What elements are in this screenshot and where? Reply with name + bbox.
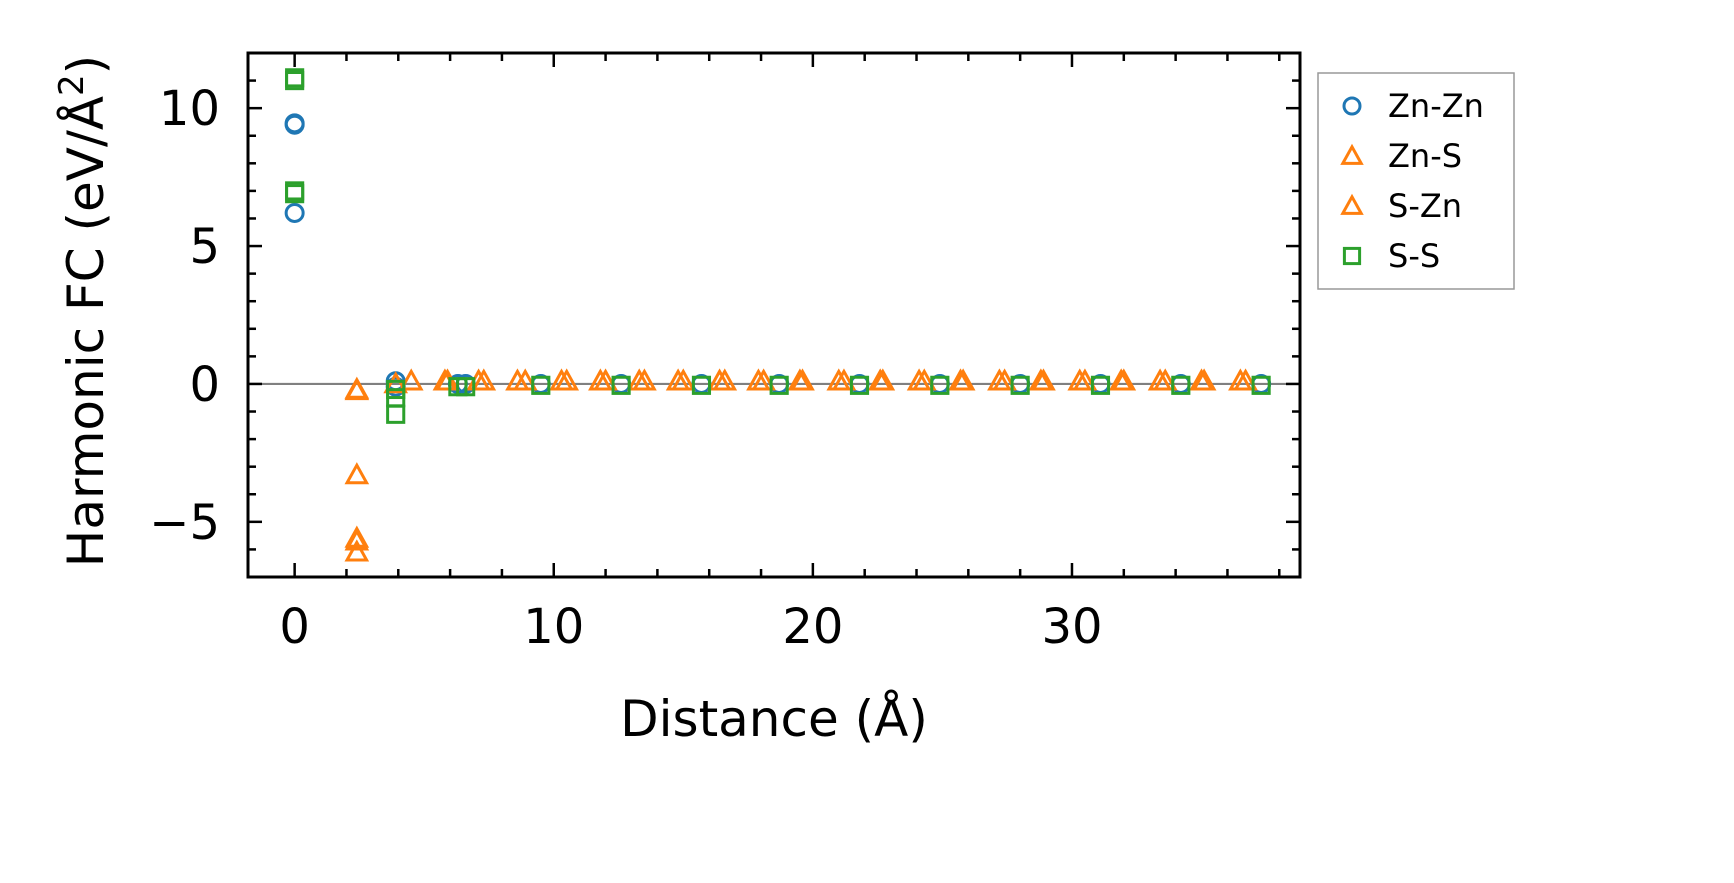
- legend-box: [1317, 72, 1515, 290]
- legend-label: Zn-Zn: [1388, 87, 1484, 125]
- data-point: [512, 368, 538, 391]
- series-zn-s: [344, 368, 1253, 562]
- legend-item: Zn-Zn: [1342, 87, 1484, 125]
- data-point: [456, 377, 476, 397]
- data-point: [769, 375, 789, 395]
- data-point: [1111, 368, 1137, 391]
- x-tick-label: 30: [1041, 599, 1102, 655]
- legend-marker: [1342, 246, 1362, 266]
- legend-marker: [1340, 143, 1364, 165]
- legend-item: Zn-S: [1340, 137, 1462, 175]
- data-point: [284, 114, 305, 135]
- data-point: [1171, 375, 1191, 395]
- y-tick-label: 0: [189, 357, 220, 413]
- data-point: [344, 462, 370, 485]
- data-point: [285, 184, 305, 204]
- axis-ticks-group: [248, 51, 1300, 579]
- legend: Zn-Zn Zn-S S-Zn S-S: [1317, 72, 1515, 290]
- data-point: [1251, 375, 1271, 395]
- y-tick-label: 5: [189, 219, 220, 275]
- data-point: [471, 368, 497, 391]
- data-point: [1010, 375, 1030, 395]
- legend-label: Zn-S: [1388, 137, 1462, 175]
- y-axis-label-main: Harmonic FC (eV/Å: [57, 96, 115, 567]
- data-point: [611, 375, 631, 395]
- data-point: [1233, 368, 1258, 391]
- y-axis-label-close: ): [57, 55, 115, 75]
- legend-label: S-Zn: [1388, 187, 1462, 225]
- data-point: [435, 368, 460, 391]
- y-tick-label: 10: [159, 81, 220, 137]
- data-points-group: [284, 68, 1272, 562]
- x-axis-label: Distance (Å): [620, 690, 928, 748]
- data-point: [790, 368, 815, 391]
- x-tick-label: 0: [279, 599, 310, 655]
- data-point: [670, 368, 696, 391]
- data-point: [1152, 368, 1178, 391]
- data-point: [386, 404, 406, 424]
- series-zn-zn: [284, 113, 1272, 397]
- data-point: [344, 525, 370, 548]
- series-s-zn: [344, 368, 1258, 548]
- data-point: [383, 371, 409, 394]
- y-axis-label: Harmonic FC (eV/Å2): [52, 55, 115, 567]
- legend-item: S-Zn: [1340, 187, 1462, 225]
- y-tick-label: −5: [149, 495, 220, 551]
- legend-item: S-S: [1342, 237, 1440, 275]
- tick-labels-group: 0 10 20 30 −5 0 5 10: [149, 81, 1102, 655]
- data-point: [398, 368, 424, 391]
- data-point: [1072, 368, 1098, 391]
- data-point: [1031, 368, 1056, 391]
- data-point: [1191, 368, 1217, 391]
- data-point: [554, 368, 580, 391]
- data-point: [691, 375, 712, 395]
- data-point: [870, 368, 896, 391]
- y-axis-label-superscript: 2: [52, 74, 92, 96]
- data-point: [911, 368, 937, 391]
- data-point: [831, 368, 857, 391]
- data-point: [285, 71, 305, 91]
- series-s-s: [285, 68, 1271, 424]
- data-point: [632, 368, 657, 391]
- data-point: [344, 377, 370, 401]
- data-point: [751, 368, 776, 391]
- data-point: [593, 368, 618, 391]
- data-point: [284, 202, 305, 223]
- data-point: [531, 375, 551, 395]
- x-tick-label: 10: [523, 599, 584, 655]
- x-tick-label: 20: [782, 599, 843, 655]
- data-point: [950, 368, 976, 391]
- data-point: [992, 368, 1017, 391]
- data-point: [849, 375, 870, 395]
- plot-area-frame: [246, 51, 1302, 579]
- legend-label: S-S: [1388, 237, 1440, 275]
- legend-marker: [1342, 96, 1362, 116]
- data-point: [930, 375, 950, 395]
- data-point: [344, 539, 370, 562]
- data-point: [1090, 375, 1111, 395]
- legend-marker: [1340, 193, 1364, 215]
- data-point: [712, 368, 738, 391]
